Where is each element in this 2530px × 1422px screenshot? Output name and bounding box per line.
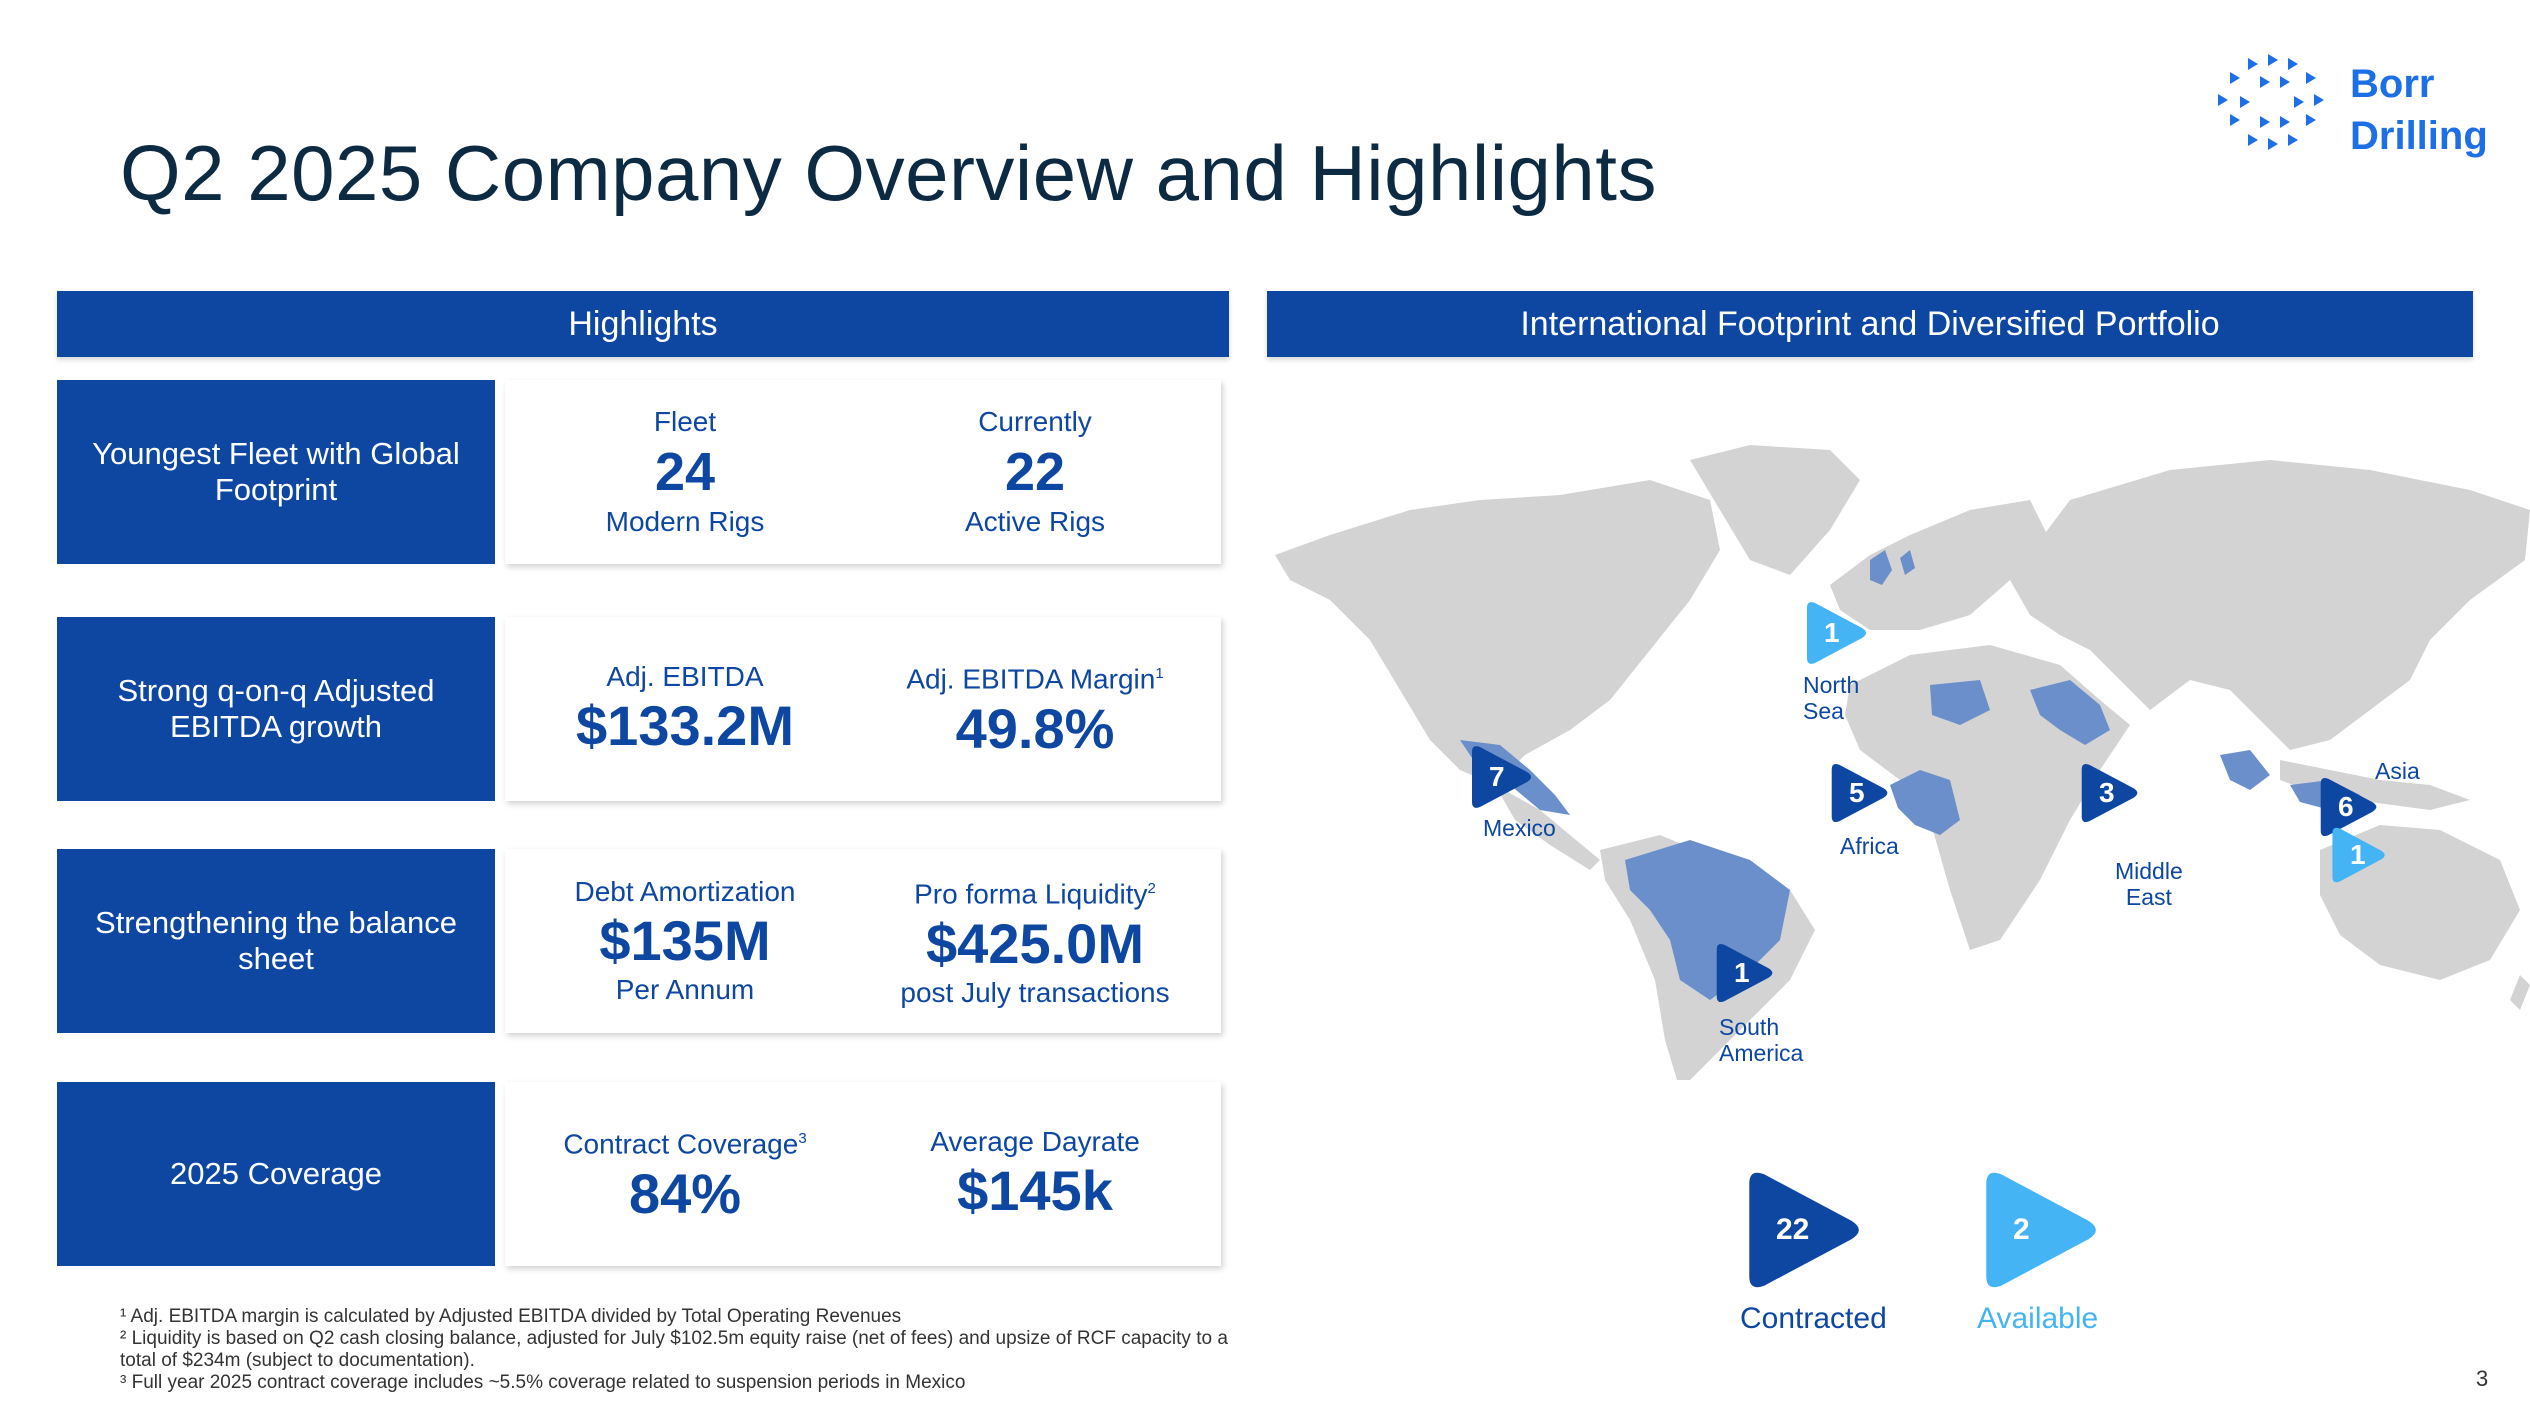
- active-rigs-stat: Currently 22 Active Rigs: [964, 406, 1106, 537]
- row-label-fleet: Youngest Fleet with Global Footprint: [57, 380, 495, 564]
- row-label-balance-sheet: Strengthening the balance sheet: [57, 849, 495, 1033]
- page-number: 3: [2476, 1366, 2489, 1391]
- footnotes: ¹ Adj. EBITDA margin is calculated by Ad…: [120, 1306, 1250, 1394]
- legend-available-marker: 2: [1977, 1165, 2107, 1295]
- liquidity-value: $425.0M: [926, 911, 1144, 975]
- legend-available-label: Available: [1977, 1302, 2099, 1335]
- north-sea-label: North Sea: [1803, 672, 1860, 724]
- africa-label: Africa: [1840, 833, 1899, 859]
- contract-coverage-stat: Contract Coverage3 84%: [563, 1128, 807, 1225]
- legend-contracted-marker: 22: [1740, 1165, 1870, 1295]
- asia-available-marker: 1: [2328, 824, 2390, 886]
- borr-drilling-logo: Borr Drilling: [2210, 52, 2510, 162]
- mexico-marker: 7: [1467, 742, 1537, 812]
- row-card-coverage: Contract Coverage3 84% Average Dayrate $…: [505, 1082, 1221, 1266]
- asia-label: Asia: [2375, 758, 2420, 784]
- row-label-coverage: 2025 Coverage: [57, 1082, 495, 1266]
- middle-east-label: Middle East: [2115, 858, 2183, 910]
- debt-amortization-stat: Debt Amortization $135M Per Annum: [574, 876, 796, 1005]
- south-america-label: South America: [1719, 1014, 1804, 1066]
- fleet-value: 24: [654, 442, 716, 502]
- debt-amortization-value: $135M: [599, 909, 771, 972]
- dayrate-stat: Average Dayrate $145k: [930, 1126, 1140, 1222]
- africa-marker: 5: [1827, 760, 1893, 826]
- highlights-header: Highlights: [57, 291, 1229, 357]
- asia-contracted-marker: 6: [2316, 774, 2382, 840]
- row-card-fleet: Fleet 24 Modern Rigs Currently 22 Active…: [505, 380, 1221, 564]
- dayrate-value: $145k: [957, 1159, 1113, 1222]
- logo-wordmark: Borr Drilling: [2350, 62, 2488, 158]
- active-rigs-value: 22: [1004, 442, 1066, 502]
- ebitda-margin-value: 49.8%: [955, 696, 1115, 760]
- row-card-ebitda: Adj. EBITDA $133.2M Adj. EBITDA Margin1 …: [505, 617, 1221, 801]
- logo-mark-icon: [2218, 54, 2324, 150]
- fleet-stat: Fleet 24 Modern Rigs: [605, 406, 765, 537]
- south-america-marker: 1: [1712, 940, 1778, 1006]
- middle-east-marker: 3: [2077, 760, 2143, 826]
- footnote-2: ² Liquidity is based on Q2 cash closing …: [120, 1328, 1228, 1371]
- footnote-1: ¹ Adj. EBITDA margin is calculated by Ad…: [120, 1306, 902, 1327]
- footnote-3: ³ Full year 2025 contract coverage inclu…: [120, 1372, 966, 1393]
- page-title: Q2 2025 Company Overview and Highlights: [120, 129, 1657, 217]
- mexico-label: Mexico: [1483, 815, 1556, 841]
- footprint-header: International Footprint and Diversified …: [1267, 291, 2473, 357]
- world-map-icon: [1275, 445, 2530, 1090]
- legend-contracted-label: Contracted: [1740, 1302, 1887, 1335]
- row-card-balance-sheet: Debt Amortization $135M Per Annum Pro fo…: [505, 849, 1221, 1033]
- contract-coverage-value: 84%: [628, 1161, 742, 1225]
- adj-ebitda-value: $133.2M: [576, 694, 794, 757]
- north-sea-marker: 1: [1802, 598, 1872, 668]
- ebitda-margin-stat: Adj. EBITDA Margin1 49.8%: [906, 663, 1164, 760]
- row-label-ebitda: Strong q-on-q Adjusted EBITDA growth: [57, 617, 495, 801]
- liquidity-stat: Pro forma Liquidity2 $425.0M post July t…: [900, 878, 1170, 1008]
- adj-ebitda-stat: Adj. EBITDA $133.2M: [576, 661, 794, 757]
- world-map: [1270, 440, 2530, 1090]
